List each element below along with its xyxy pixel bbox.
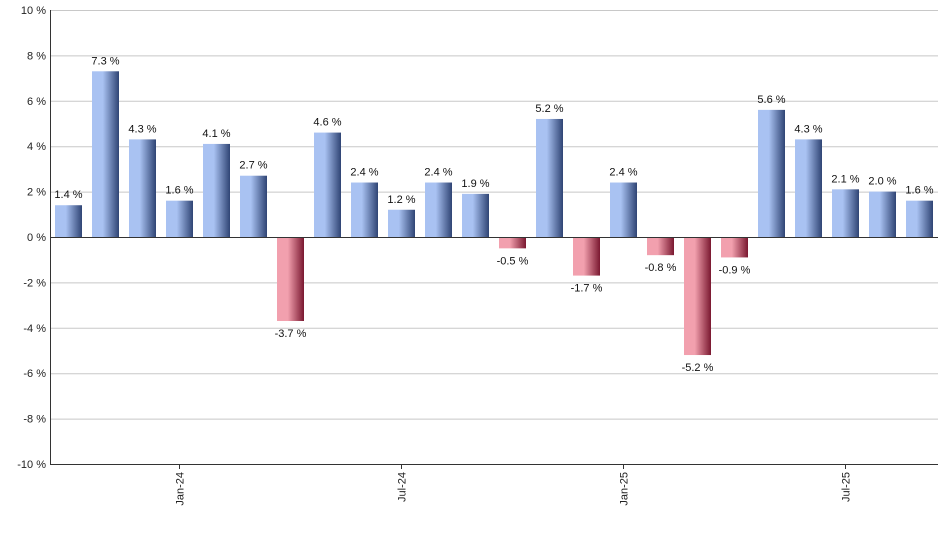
y-tick-label: 2 % (27, 187, 46, 199)
data-label: 4.1 % (202, 128, 230, 140)
data-label: 4.6 % (313, 117, 341, 129)
data-label: 2.1 % (831, 173, 859, 185)
y-tick-label: -4 % (23, 323, 46, 335)
data-label: 2.7 % (239, 160, 267, 172)
bar (536, 118, 563, 237)
y-tick-label: 6 % (27, 96, 46, 108)
data-label: -3.7 % (275, 328, 307, 340)
axes (50, 10, 938, 469)
bar (869, 191, 896, 237)
bar (425, 182, 452, 237)
data-label: -1.7 % (571, 283, 603, 295)
x-tick-label: Jan-24 (175, 472, 187, 506)
y-tick-label: -2 % (23, 277, 46, 289)
data-label: 1.6 % (905, 185, 933, 197)
data-label: 1.4 % (54, 189, 82, 201)
data-label: 7.3 % (91, 55, 119, 67)
y-tick-label: -8 % (23, 414, 46, 426)
x-tick-label: Jul-25 (841, 472, 853, 502)
data-label: 2.0 % (868, 176, 896, 188)
bar (92, 71, 119, 237)
bar (832, 189, 859, 237)
bar (240, 175, 267, 237)
gridlines (50, 10, 938, 465)
bar (573, 237, 600, 276)
bar (388, 209, 415, 237)
bar (758, 109, 785, 237)
bar (906, 200, 933, 237)
bar (462, 193, 489, 237)
y-tick-label: -10 % (17, 459, 46, 471)
bar (610, 182, 637, 237)
bar (499, 237, 526, 249)
data-labels: 1.4 % 7.3 % 4.3 % 1.6 % 4.1 % 2.7 % -3.7 % 4.6 … (54, 55, 933, 374)
y-tick-label: 10 % (21, 5, 46, 17)
x-axis-tick-labels: Jan-24 Jul-24 Jan-25 Jul-25 (175, 472, 853, 506)
data-label: -0.8 % (645, 262, 677, 274)
bars (55, 71, 933, 356)
y-tick-label: 8 % (27, 50, 46, 62)
data-label: 1.2 % (387, 194, 415, 206)
data-label: 1.6 % (165, 185, 193, 197)
x-tick-label: Jan-25 (619, 472, 631, 506)
bar (795, 139, 822, 237)
data-label: 5.2 % (535, 103, 563, 115)
data-label: 2.4 % (609, 167, 637, 179)
bar (684, 237, 711, 356)
bar (129, 139, 156, 237)
y-tick-label: 4 % (27, 141, 46, 153)
y-tick-label: -6 % (23, 368, 46, 380)
bar (277, 237, 304, 321)
bar (721, 237, 748, 258)
y-axis-tick-labels: -10 % -8 % -6 % -4 % -2 % 0 % 2 % 4 % 6 % 8 % 10 % (17, 5, 46, 471)
bar (351, 182, 378, 237)
data-label: -5.2 % (682, 362, 714, 374)
data-label: 4.3 % (794, 123, 822, 135)
data-label: -0.9 % (719, 264, 751, 276)
data-label: 1.9 % (461, 178, 489, 190)
bar (647, 237, 674, 256)
bar (203, 143, 230, 237)
bar (55, 205, 82, 237)
x-tick-label: Jul-24 (397, 472, 409, 502)
bar (314, 132, 341, 237)
data-label: -0.5 % (497, 255, 529, 267)
data-label: 2.4 % (424, 167, 452, 179)
data-label: 4.3 % (128, 123, 156, 135)
data-label: 5.6 % (757, 94, 785, 106)
y-tick-label: 0 % (27, 232, 46, 244)
data-label: 2.4 % (350, 167, 378, 179)
bar (166, 200, 193, 237)
